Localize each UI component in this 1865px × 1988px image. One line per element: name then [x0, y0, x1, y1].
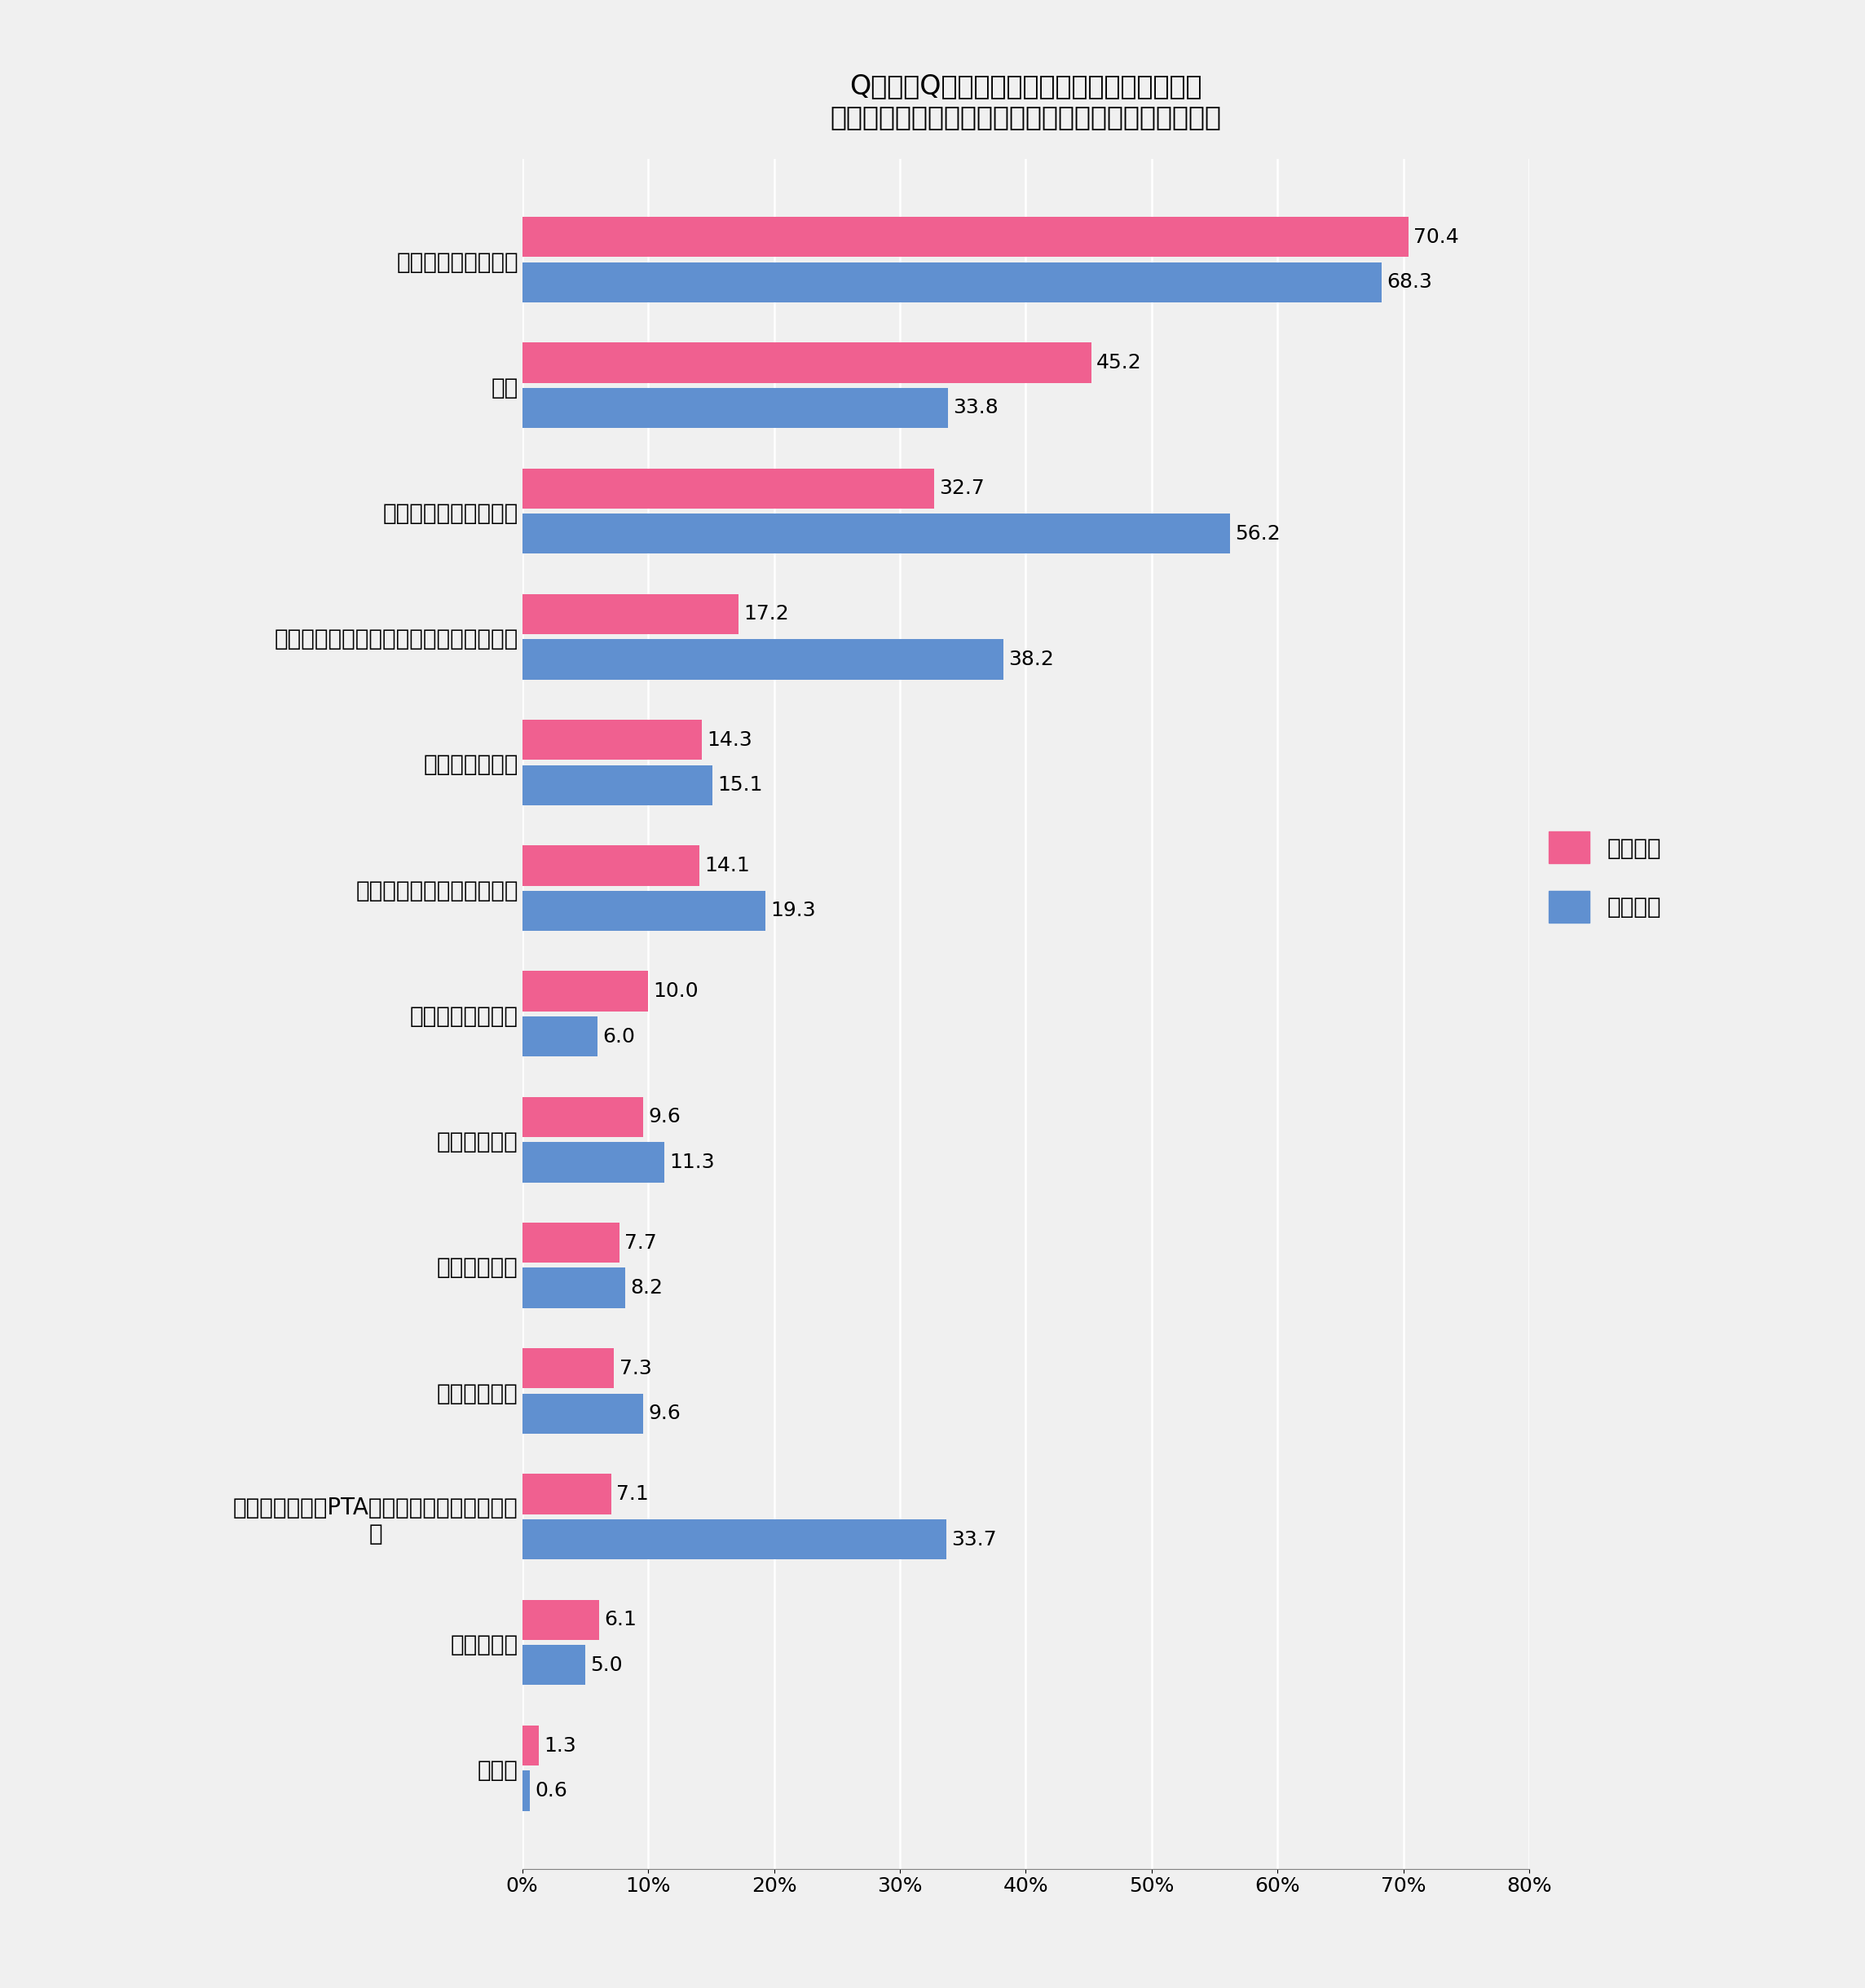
Bar [522, 342, 1091, 384]
Bar [522, 217, 1408, 256]
Text: 0.6: 0.6 [535, 1781, 567, 1801]
Bar [522, 1600, 599, 1640]
Text: 14.3: 14.3 [707, 730, 753, 749]
Text: 45.2: 45.2 [1097, 354, 1141, 372]
Bar [522, 1394, 643, 1433]
Bar [522, 640, 1003, 680]
Bar [522, 1473, 612, 1515]
Bar [522, 765, 712, 805]
Text: 56.2: 56.2 [1235, 525, 1279, 543]
Bar [522, 1771, 530, 1811]
Bar [522, 469, 934, 509]
Text: 10.0: 10.0 [653, 982, 699, 1002]
Bar [522, 1268, 625, 1308]
Text: 9.6: 9.6 [649, 1404, 681, 1423]
Bar [522, 1097, 643, 1137]
Text: 38.2: 38.2 [1009, 650, 1054, 670]
Bar [522, 1519, 946, 1559]
Legend: 平成世代, 昭和世代: 平成世代, 昭和世代 [1539, 823, 1671, 932]
Bar [522, 1644, 586, 1686]
Bar [522, 594, 739, 634]
Text: 1.3: 1.3 [543, 1736, 576, 1755]
Text: 70.4: 70.4 [1414, 227, 1458, 247]
Bar [522, 972, 649, 1012]
Bar [522, 388, 947, 427]
Text: 19.3: 19.3 [770, 901, 815, 920]
Text: 6.1: 6.1 [604, 1610, 636, 1630]
Text: 11.3: 11.3 [670, 1153, 714, 1173]
Bar [522, 845, 699, 887]
Text: 8.2: 8.2 [630, 1278, 664, 1298]
Text: 6.0: 6.0 [602, 1026, 636, 1046]
Bar [522, 1726, 539, 1765]
Text: 15.1: 15.1 [718, 775, 763, 795]
Text: 7.7: 7.7 [625, 1233, 656, 1252]
Text: 32.7: 32.7 [938, 479, 985, 499]
Text: 17.2: 17.2 [744, 604, 789, 624]
Bar [522, 1141, 664, 1183]
Text: 14.1: 14.1 [705, 855, 750, 875]
Bar [522, 720, 703, 759]
Text: 7.1: 7.1 [617, 1485, 649, 1503]
Text: 9.6: 9.6 [649, 1107, 681, 1127]
Bar [522, 1016, 599, 1058]
Bar [522, 1348, 614, 1388]
Bar [522, 891, 765, 930]
Bar [522, 513, 1229, 555]
Text: 33.8: 33.8 [953, 398, 998, 417]
Text: 33.7: 33.7 [951, 1529, 996, 1549]
Bar [522, 1223, 619, 1262]
Title: Q５．［Q４．で「ある」を選択した方対象］
それはどのような「関わり」ですか。（いくつでも）: Q５．［Q４．で「ある」を選択した方対象］ それはどのような「関わり」ですか。（… [830, 74, 1222, 131]
Text: 68.3: 68.3 [1388, 272, 1432, 292]
Bar [522, 262, 1382, 302]
Text: 7.3: 7.3 [619, 1358, 651, 1378]
Text: 5.0: 5.0 [589, 1656, 623, 1674]
